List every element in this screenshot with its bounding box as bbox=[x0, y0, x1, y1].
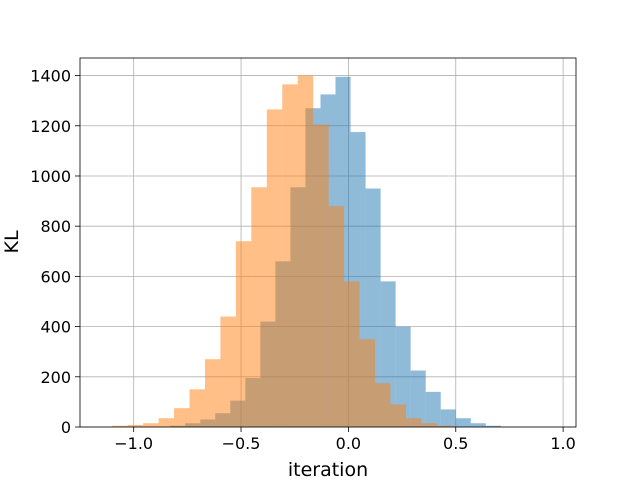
y-tick-label: 0 bbox=[61, 418, 71, 437]
x-axis-label: iteration bbox=[288, 459, 368, 480]
x-tick-label: −1.0 bbox=[114, 434, 153, 453]
histogram-bar bbox=[251, 187, 267, 427]
histogram-bar bbox=[425, 391, 441, 427]
histogram-bars bbox=[112, 75, 501, 428]
y-axis-label: KL bbox=[1, 230, 23, 253]
histogram-bar bbox=[440, 409, 456, 427]
histogram-bar bbox=[143, 423, 159, 427]
histogram-bar bbox=[328, 206, 345, 427]
y-tick-label: 1000 bbox=[30, 167, 71, 186]
histogram-bar bbox=[220, 316, 236, 427]
histogram-bar bbox=[344, 281, 360, 427]
histogram-bar bbox=[410, 370, 426, 427]
histogram-bar bbox=[421, 423, 437, 427]
histogram-bar bbox=[297, 75, 314, 428]
histogram-bar bbox=[485, 425, 501, 427]
histogram-bar bbox=[266, 109, 283, 428]
histogram-bar bbox=[235, 241, 252, 427]
histogram-bar bbox=[282, 84, 298, 427]
histogram-bar bbox=[405, 418, 422, 427]
histogram-bar bbox=[174, 408, 190, 427]
histogram-bar bbox=[359, 339, 376, 427]
histogram-bar bbox=[204, 359, 221, 427]
y-tick-label: 200 bbox=[40, 368, 71, 387]
y-axis-ticks: 0 200 400 600 800 1000 1200 1400 bbox=[30, 67, 80, 437]
x-axis-ticks: −1.0 −0.5 0.0 0.5 1.0 bbox=[114, 427, 576, 453]
y-tick-label: 600 bbox=[40, 267, 71, 286]
histogram-bar bbox=[436, 425, 453, 427]
y-tick-label: 400 bbox=[40, 318, 71, 337]
x-tick-label: −0.5 bbox=[222, 434, 261, 453]
x-tick-label: 0.0 bbox=[336, 434, 361, 453]
histogram-bar bbox=[390, 404, 406, 427]
histogram-bar bbox=[112, 425, 128, 427]
y-tick-label: 1200 bbox=[30, 117, 71, 136]
plot-frame bbox=[79, 57, 577, 428]
histogram-bar bbox=[189, 389, 205, 427]
histogram-bar bbox=[375, 383, 391, 427]
histogram-bar bbox=[455, 418, 471, 427]
histogram-bar bbox=[158, 418, 175, 427]
histogram-bar bbox=[127, 424, 144, 427]
y-tick-label: 1400 bbox=[30, 67, 71, 86]
histogram-bar bbox=[395, 326, 411, 427]
histogram-bar bbox=[470, 423, 486, 427]
series-1 bbox=[112, 75, 453, 428]
x-tick-label: 1.0 bbox=[550, 434, 575, 453]
y-tick-label: 800 bbox=[40, 217, 71, 236]
x-tick-label: 0.5 bbox=[443, 434, 468, 453]
histogram-bar bbox=[313, 124, 329, 427]
